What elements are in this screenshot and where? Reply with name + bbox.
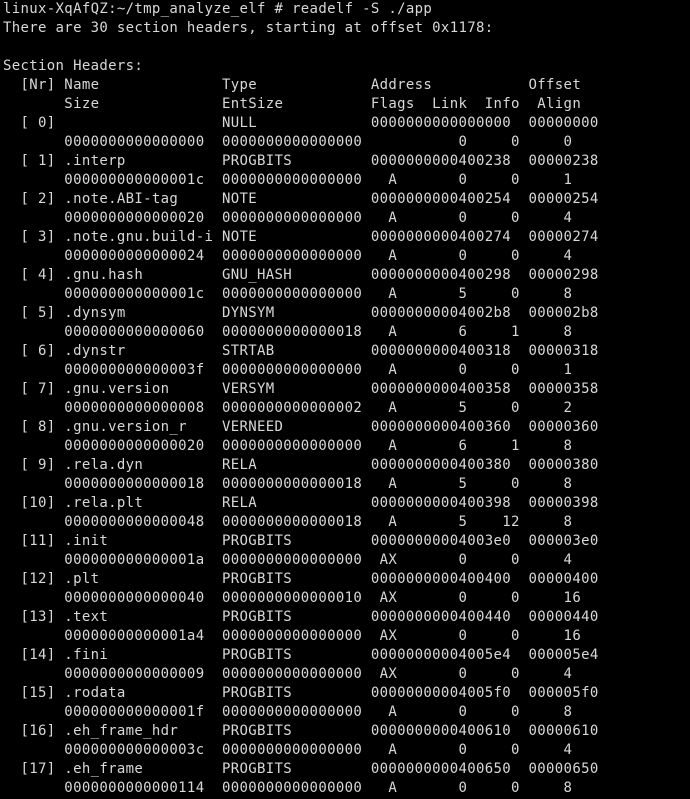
section-row-secondary: 0000000000000009 0000000000000000 AX 0 0… xyxy=(3,666,573,682)
section-row-primary: [ 3] .note.gnu.build-i NOTE 000000000040… xyxy=(3,229,599,245)
table-header-row-1: [Nr] Name Type Address Offset xyxy=(3,77,582,93)
section-row-secondary: 000000000000003c 0000000000000000 A 0 0 … xyxy=(3,742,573,758)
section-row-primary: [ 8] .gnu.version_r VERNEED 000000000040… xyxy=(3,419,599,435)
section-row-secondary: 00000000000001a4 0000000000000000 AX 0 0… xyxy=(3,628,582,644)
section-row-primary: [14] .fini PROGBITS 00000000004005e4 000… xyxy=(3,647,599,663)
section-row-primary: [ 4] .gnu.hash GNU_HASH 0000000000400298… xyxy=(3,267,599,283)
table-title: Section Headers: xyxy=(3,58,144,74)
section-row-primary: [ 2] .note.ABI-tag NOTE 0000000000400254… xyxy=(3,191,599,207)
summary-line: There are 30 section headers, starting a… xyxy=(3,20,494,36)
section-row-secondary: 0000000000000040 0000000000000010 AX 0 0… xyxy=(3,590,582,606)
section-row-secondary: 0000000000000048 0000000000000018 A 5 12… xyxy=(3,514,573,530)
section-row-secondary: 0000000000000020 0000000000000000 A 6 1 … xyxy=(3,438,573,454)
section-row-secondary: 000000000000001f 0000000000000000 A 0 0 … xyxy=(3,704,573,720)
section-row-secondary: 0000000000000020 0000000000000000 A 0 0 … xyxy=(3,210,573,226)
section-row-primary: [ 7] .gnu.version VERSYM 000000000040035… xyxy=(3,381,599,397)
section-row-secondary: 000000000000001a 0000000000000000 AX 0 0… xyxy=(3,552,573,568)
section-row-secondary: 0000000000000024 0000000000000000 A 0 0 … xyxy=(3,248,573,264)
section-row-primary: [16] .eh_frame_hdr PROGBITS 000000000040… xyxy=(3,723,599,739)
section-row-primary: [17] .eh_frame PROGBITS 0000000000400650… xyxy=(3,761,599,777)
section-row-primary: [ 5] .dynsym DYNSYM 00000000004002b8 000… xyxy=(3,305,599,321)
section-row-primary: [ 6] .dynstr STRTAB 0000000000400318 000… xyxy=(3,343,599,359)
section-row-primary: [11] .init PROGBITS 00000000004003e0 000… xyxy=(3,533,599,549)
section-row-primary: [15] .rodata PROGBITS 00000000004005f0 0… xyxy=(3,685,599,701)
section-row-primary: [ 1] .interp PROGBITS 0000000000400238 0… xyxy=(3,153,599,169)
section-row-primary: [12] .plt PROGBITS 0000000000400400 0000… xyxy=(3,571,599,587)
section-row-primary: [13] .text PROGBITS 0000000000400440 000… xyxy=(3,609,599,625)
section-table-body: [ 0] NULL 0000000000000000 00000000 0000… xyxy=(3,114,690,798)
section-row-secondary: 000000000000001c 0000000000000000 A 5 0 … xyxy=(3,286,573,302)
section-row-secondary: 0000000000000008 0000000000000002 A 5 0 … xyxy=(3,400,573,416)
section-row-primary: [ 9] .rela.dyn RELA 0000000000400380 000… xyxy=(3,457,599,473)
section-row-secondary: 0000000000000018 0000000000000018 A 5 0 … xyxy=(3,476,573,492)
section-row-secondary: 0000000000000000 0000000000000000 0 0 0 xyxy=(3,134,573,150)
section-row-secondary: 000000000000001c 0000000000000000 A 0 0 … xyxy=(3,172,573,188)
section-row-secondary: 0000000000000114 0000000000000000 A 0 0 … xyxy=(3,780,573,796)
blank-line xyxy=(3,38,690,57)
command-prompt-line: linux-XqAfQZ:~/tmp_analyze_elf # readelf… xyxy=(3,1,433,17)
section-row-secondary: 000000000000003f 0000000000000000 A 0 0 … xyxy=(3,362,573,378)
section-row-primary: [10] .rela.plt RELA 0000000000400398 000… xyxy=(3,495,599,511)
section-row-secondary: 0000000000000060 0000000000000018 A 6 1 … xyxy=(3,324,573,340)
table-header-row-2: Size EntSize Flags Link Info Align xyxy=(3,96,582,112)
section-row-primary: [ 0] NULL 0000000000000000 00000000 xyxy=(3,115,599,131)
